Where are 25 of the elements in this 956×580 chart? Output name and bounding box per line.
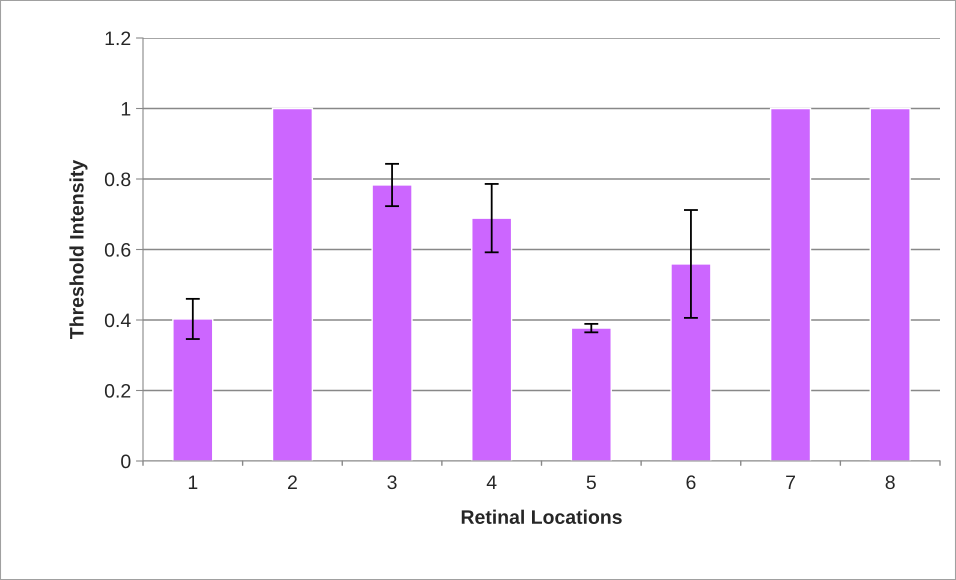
y-tick-label: 0.8 (104, 172, 130, 186)
y-tick-label: 0 (121, 454, 130, 468)
bar (570, 327, 612, 461)
x-tick-label: 3 (387, 475, 397, 490)
x-tick-label: 7 (786, 476, 795, 489)
bar (172, 318, 214, 461)
x-tick-label: 6 (686, 475, 696, 490)
bar (870, 108, 911, 461)
bar (272, 108, 314, 461)
bar (770, 108, 812, 461)
x-tick-label: 4 (486, 476, 497, 489)
x-tick-label: 2 (288, 475, 297, 489)
bar (371, 184, 413, 461)
x-axis-title: Retinal Locations (462, 510, 622, 524)
y-tick-label: 0.4 (104, 313, 131, 328)
y-tick-label: 1 (122, 102, 130, 116)
y-tick-label: 1.2 (106, 31, 130, 46)
bar (471, 217, 512, 461)
y-tick-label: 0.2 (104, 384, 130, 398)
bar (670, 263, 712, 461)
x-tick-label: 1 (188, 476, 198, 489)
y-axis-title: Threshold Intensity (69, 160, 88, 339)
x-tick-label: 8 (886, 475, 895, 490)
x-tick-label: 5 (586, 476, 596, 490)
y-tick-label: 0.6 (104, 242, 130, 257)
